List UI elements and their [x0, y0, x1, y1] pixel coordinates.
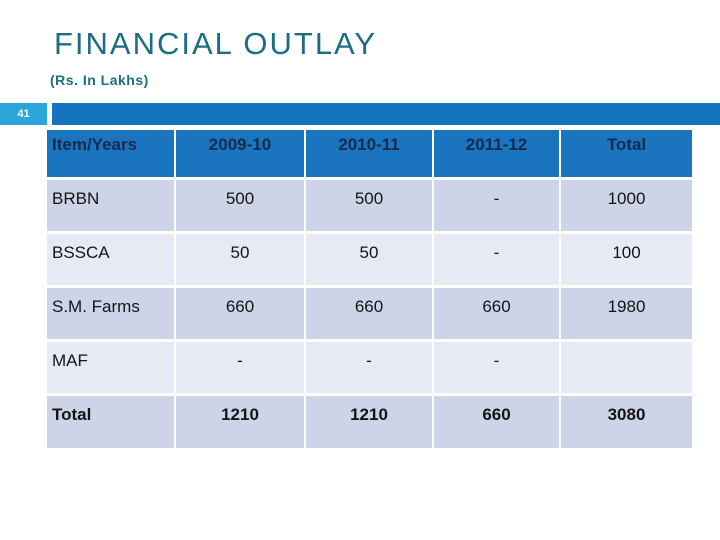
- table-cell: 1000: [559, 176, 692, 232]
- slide-subtitle: (Rs. In Lakhs): [50, 72, 149, 88]
- table-cell: -: [432, 338, 560, 394]
- table-row-sm-farms: S.M. Farms 660 660 660 1980: [47, 284, 692, 340]
- table-row-maf: MAF - - -: [47, 338, 692, 394]
- table-row-bssca: BSSCA 50 50 - 100: [47, 230, 692, 286]
- header-divider-bar: [52, 103, 720, 125]
- column-header-item-years: Item/Years: [47, 130, 175, 178]
- slide-number-badge: 41: [0, 103, 47, 125]
- column-header-2011-12: 2011-12: [432, 130, 560, 178]
- row-label: BSSCA: [47, 230, 175, 286]
- table-cell: 1980: [559, 284, 692, 340]
- table-cell: 1210: [174, 392, 305, 448]
- table-cell: 50: [174, 230, 305, 286]
- table-cell: 660: [432, 284, 560, 340]
- row-label: Total: [47, 392, 175, 448]
- table-cell: 1210: [304, 392, 433, 448]
- table-cell: 100: [559, 230, 692, 286]
- table-header-row: Item/Years 2009-10 2010-11 2011-12 Total: [47, 130, 692, 178]
- slide-title: FINANCIAL OUTLAY: [54, 26, 378, 61]
- table-cell: 3080: [559, 392, 692, 448]
- table-cell: 500: [304, 176, 433, 232]
- table-cell: [559, 338, 692, 394]
- table-cell: 50: [304, 230, 433, 286]
- table-cell: 500: [174, 176, 305, 232]
- row-label: MAF: [47, 338, 175, 394]
- table-cell: -: [432, 176, 560, 232]
- column-header-2010-11: 2010-11: [304, 130, 433, 178]
- table-cell: 660: [174, 284, 305, 340]
- row-label: S.M. Farms: [47, 284, 175, 340]
- table-cell: 660: [304, 284, 433, 340]
- financial-outlay-table: Item/Years 2009-10 2010-11 2011-12 Total…: [47, 130, 692, 448]
- table-cell: -: [432, 230, 560, 286]
- table-cell: -: [174, 338, 305, 394]
- row-label: BRBN: [47, 176, 175, 232]
- table-row-brbn: BRBN 500 500 - 1000: [47, 176, 692, 232]
- table-cell: 660: [432, 392, 560, 448]
- table-row-total: Total 1210 1210 660 3080: [47, 392, 692, 448]
- table-cell: -: [304, 338, 433, 394]
- column-header-2009-10: 2009-10: [174, 130, 305, 178]
- column-header-total: Total: [559, 130, 692, 178]
